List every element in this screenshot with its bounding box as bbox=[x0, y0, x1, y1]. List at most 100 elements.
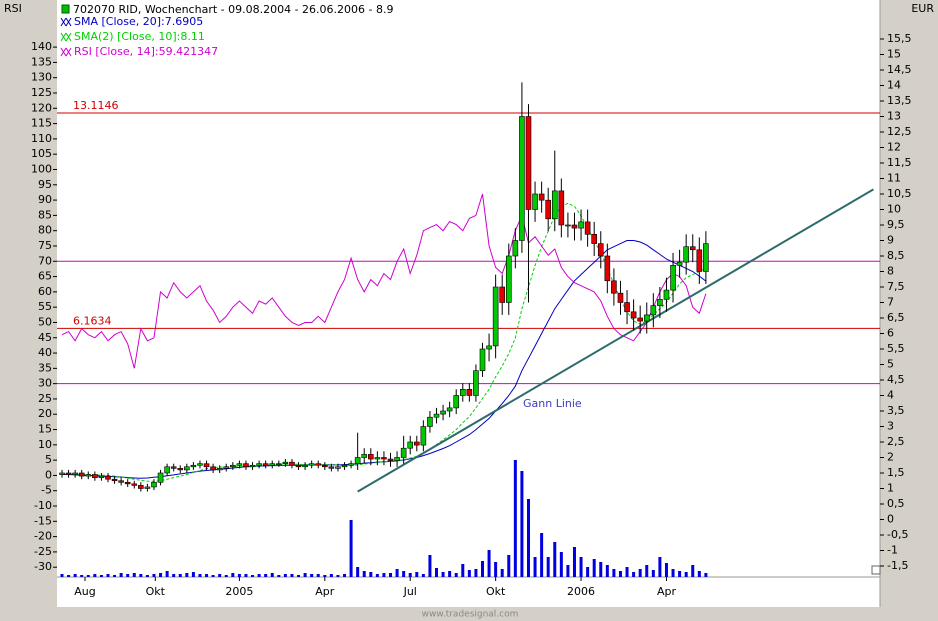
candle-body bbox=[512, 240, 519, 257]
candle-body bbox=[578, 221, 584, 229]
volume-bar bbox=[638, 569, 642, 577]
candle-body bbox=[230, 464, 236, 468]
volume-bar bbox=[165, 571, 169, 577]
volume-bar bbox=[303, 573, 307, 577]
price-level-label: 13.1146 bbox=[73, 99, 119, 112]
volume-bar bbox=[132, 573, 136, 577]
volume-bar bbox=[533, 557, 537, 577]
legend-icon bbox=[60, 32, 72, 42]
volume-bar bbox=[310, 574, 314, 577]
y2-tick-label: 10,5 bbox=[887, 187, 912, 200]
volume-bar bbox=[415, 572, 419, 577]
y2-tick-label: 1,5 bbox=[887, 466, 905, 479]
volume-bar bbox=[218, 574, 222, 577]
volume-bar bbox=[651, 570, 655, 577]
y2-tick-label: 4,5 bbox=[887, 373, 905, 386]
corner-icon bbox=[871, 565, 881, 575]
legend-entry: SMA [Close, 20]:7.6905 bbox=[74, 15, 203, 28]
y2-tick-label: 13 bbox=[887, 109, 901, 122]
y-tick-label: -30 bbox=[34, 560, 52, 573]
candle-body bbox=[446, 407, 453, 412]
volume-bar bbox=[592, 559, 596, 577]
y-tick-label: 30 bbox=[38, 377, 52, 390]
legend-entry: SMA(2) [Close, 10]:8.11 bbox=[74, 30, 205, 43]
candle-body bbox=[367, 454, 374, 460]
candle-body bbox=[328, 466, 335, 469]
y-tick-label: 125 bbox=[31, 86, 52, 99]
candle-body bbox=[696, 249, 703, 272]
volume-bar bbox=[323, 575, 327, 577]
volume-bar bbox=[494, 562, 498, 577]
volume-bar bbox=[664, 563, 668, 577]
volume-bar bbox=[678, 571, 682, 577]
volume-bar bbox=[454, 573, 458, 577]
legend-icon bbox=[60, 17, 72, 27]
volume-bar bbox=[540, 533, 544, 577]
volume-bar bbox=[520, 471, 524, 577]
x-tick-label: Okt bbox=[486, 585, 506, 598]
candle-body bbox=[138, 485, 144, 489]
y2-tick-label: 11 bbox=[887, 171, 901, 184]
x-tick-label: Aug bbox=[74, 585, 95, 598]
y2-tick-label: 15,5 bbox=[887, 32, 912, 45]
volume-bar bbox=[237, 574, 241, 577]
candle-body bbox=[591, 233, 597, 244]
volume-bar bbox=[67, 575, 71, 577]
candle-body bbox=[361, 454, 368, 458]
volume-bar bbox=[389, 573, 393, 577]
y2-tick-label: 2,5 bbox=[887, 435, 905, 448]
candle-body bbox=[453, 395, 460, 409]
candle-body bbox=[105, 475, 111, 480]
y-tick-label: 95 bbox=[38, 178, 52, 191]
volume-bar bbox=[198, 574, 202, 577]
candle-body bbox=[315, 463, 322, 466]
candle-body bbox=[433, 413, 440, 418]
y-tick-label: 120 bbox=[31, 101, 52, 114]
volume-bar bbox=[251, 575, 255, 577]
candle-body bbox=[354, 457, 361, 464]
volume-bar bbox=[599, 562, 603, 577]
candle-body bbox=[630, 311, 637, 319]
candle-body bbox=[663, 289, 670, 300]
volume-bar bbox=[553, 542, 557, 577]
candle-body bbox=[407, 441, 414, 449]
candle-body bbox=[111, 478, 118, 482]
candle-body bbox=[505, 255, 512, 303]
y-tick-label: -25 bbox=[34, 545, 52, 558]
y-tick-label: 80 bbox=[38, 224, 52, 237]
volume-bar bbox=[618, 571, 622, 577]
volume-bar bbox=[375, 574, 379, 577]
candle-body bbox=[486, 345, 492, 350]
candle-body bbox=[532, 193, 538, 210]
volume-bar bbox=[106, 574, 110, 577]
y-tick-label: -5 bbox=[41, 484, 52, 497]
volume-bar bbox=[178, 574, 182, 577]
y-tick-label: 40 bbox=[38, 346, 52, 359]
title-icon bbox=[61, 4, 70, 14]
volume-bar bbox=[343, 574, 347, 577]
volume-bar bbox=[60, 574, 64, 577]
plot-area bbox=[57, 0, 880, 607]
y-tick-label: 75 bbox=[38, 239, 52, 252]
candle-body bbox=[78, 472, 85, 477]
volume-bar bbox=[435, 568, 439, 577]
candle-body bbox=[676, 261, 683, 266]
candle-body bbox=[170, 466, 177, 469]
y2-tick-label: 3,5 bbox=[887, 404, 905, 417]
y2-tick-label: 10 bbox=[887, 202, 901, 215]
candle-body bbox=[236, 463, 243, 466]
y-tick-label: 110 bbox=[31, 132, 52, 145]
candle-body bbox=[85, 474, 92, 477]
y2-tick-label: 7,5 bbox=[887, 280, 905, 293]
candle-body bbox=[289, 461, 295, 466]
candle-body bbox=[499, 286, 506, 303]
candle-body bbox=[203, 463, 210, 468]
volume-bar bbox=[224, 575, 228, 577]
y-tick-label: 115 bbox=[31, 117, 52, 130]
x-tick-label: Apr bbox=[315, 585, 335, 598]
candle-body bbox=[335, 466, 341, 469]
trendline bbox=[357, 188, 874, 493]
candle-body bbox=[683, 246, 689, 263]
y-axis-label: RSI bbox=[4, 2, 22, 15]
candle-body bbox=[387, 458, 394, 461]
